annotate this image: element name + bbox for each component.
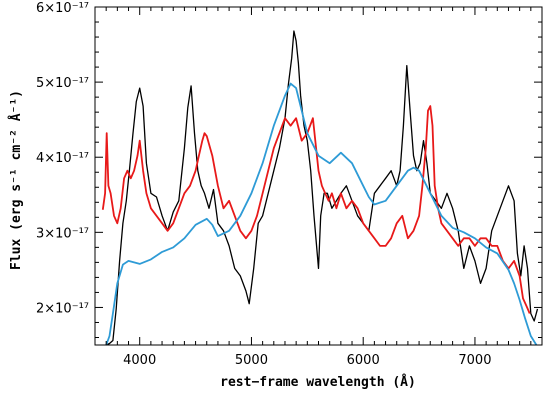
y-tick-label: 4×10⁻¹⁷ xyxy=(36,151,89,166)
series-line-0 xyxy=(105,30,539,346)
series-line-2 xyxy=(105,82,538,346)
axis-ticks xyxy=(95,6,542,345)
plot-frame xyxy=(94,6,543,346)
y-axis-title: Flux (erg s⁻¹ cm⁻² Å⁻¹) xyxy=(8,90,24,270)
tick-labels: 4000 5000 6000 7000 2×10⁻¹⁷ 3×10⁻¹⁷ 4×10⁻¹⁷ 5×1… xyxy=(36,1,491,368)
y-tick-label: 5×10⁻¹⁷ xyxy=(36,76,89,91)
y-tick-label: 6×10⁻¹⁷ xyxy=(36,1,89,16)
y-tick-label: 2×10⁻¹⁷ xyxy=(36,301,89,316)
x-tick-label: 6000 xyxy=(347,353,380,368)
plot-lines xyxy=(101,30,539,346)
series-line-1 xyxy=(101,105,531,314)
x-tick-label: 4000 xyxy=(123,353,156,368)
x-tick-label: 7000 xyxy=(458,353,491,368)
x-axis-title: rest−frame wavelength (Å) xyxy=(220,374,416,390)
x-tick-label: 5000 xyxy=(235,353,268,368)
y-tick-label: 3×10⁻¹⁷ xyxy=(36,226,89,241)
